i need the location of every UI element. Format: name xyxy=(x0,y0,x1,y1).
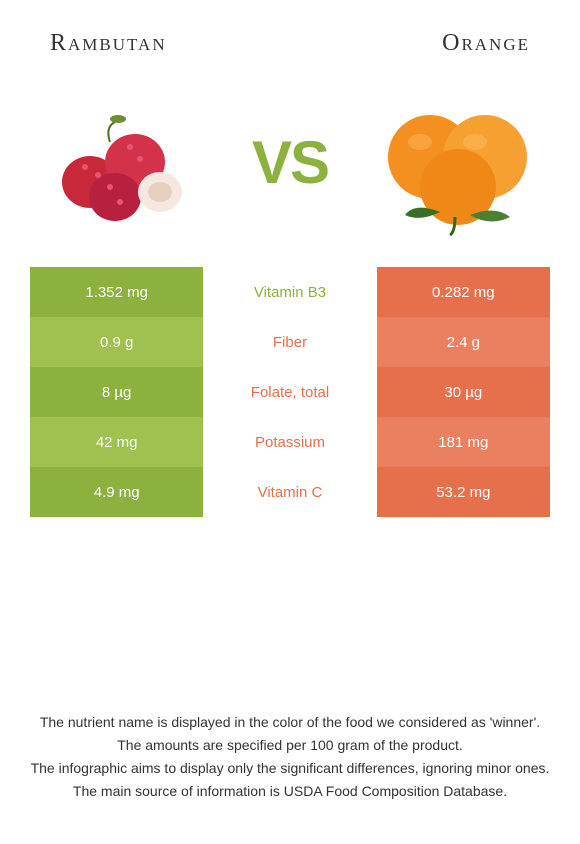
images-row: VS xyxy=(0,67,580,267)
left-value: 8 µg xyxy=(30,367,203,417)
table-row: 8 µg Folate, total 30 µg xyxy=(30,367,550,417)
nutrient-label: Potassium xyxy=(203,417,376,467)
left-food-title: Rambutan xyxy=(50,30,167,57)
table-row: 1.352 mg Vitamin B3 0.282 mg xyxy=(30,267,550,317)
table-row: 0.9 g Fiber 2.4 g xyxy=(30,317,550,367)
nutrient-label: Vitamin C xyxy=(203,467,376,517)
footer-line: The main source of information is USDA F… xyxy=(30,781,550,802)
right-value: 0.282 mg xyxy=(377,267,550,317)
right-value: 30 µg xyxy=(377,367,550,417)
left-value: 4.9 mg xyxy=(30,467,203,517)
footer-line: The amounts are specified per 100 gram o… xyxy=(30,735,550,756)
vs-label: VS xyxy=(252,128,328,197)
rambutan-image xyxy=(40,87,210,237)
footer-line: The nutrient name is displayed in the co… xyxy=(30,712,550,733)
left-value: 0.9 g xyxy=(30,317,203,367)
header: Rambutan Orange xyxy=(0,0,580,67)
nutrient-label: Fiber xyxy=(203,317,376,367)
footer-notes: The nutrient name is displayed in the co… xyxy=(30,712,550,804)
nutrient-label: Folate, total xyxy=(203,367,376,417)
right-value: 2.4 g xyxy=(377,317,550,367)
comparison-table: 1.352 mg Vitamin B3 0.282 mg 0.9 g Fiber… xyxy=(30,267,550,517)
right-food-title: Orange xyxy=(442,30,530,57)
footer-line: The infographic aims to display only the… xyxy=(30,758,550,779)
table-row: 4.9 mg Vitamin C 53.2 mg xyxy=(30,467,550,517)
left-value: 42 mg xyxy=(30,417,203,467)
left-value: 1.352 mg xyxy=(30,267,203,317)
right-value: 181 mg xyxy=(377,417,550,467)
right-value: 53.2 mg xyxy=(377,467,550,517)
orange-image xyxy=(370,87,540,237)
nutrient-label: Vitamin B3 xyxy=(203,267,376,317)
table-row: 42 mg Potassium 181 mg xyxy=(30,417,550,467)
